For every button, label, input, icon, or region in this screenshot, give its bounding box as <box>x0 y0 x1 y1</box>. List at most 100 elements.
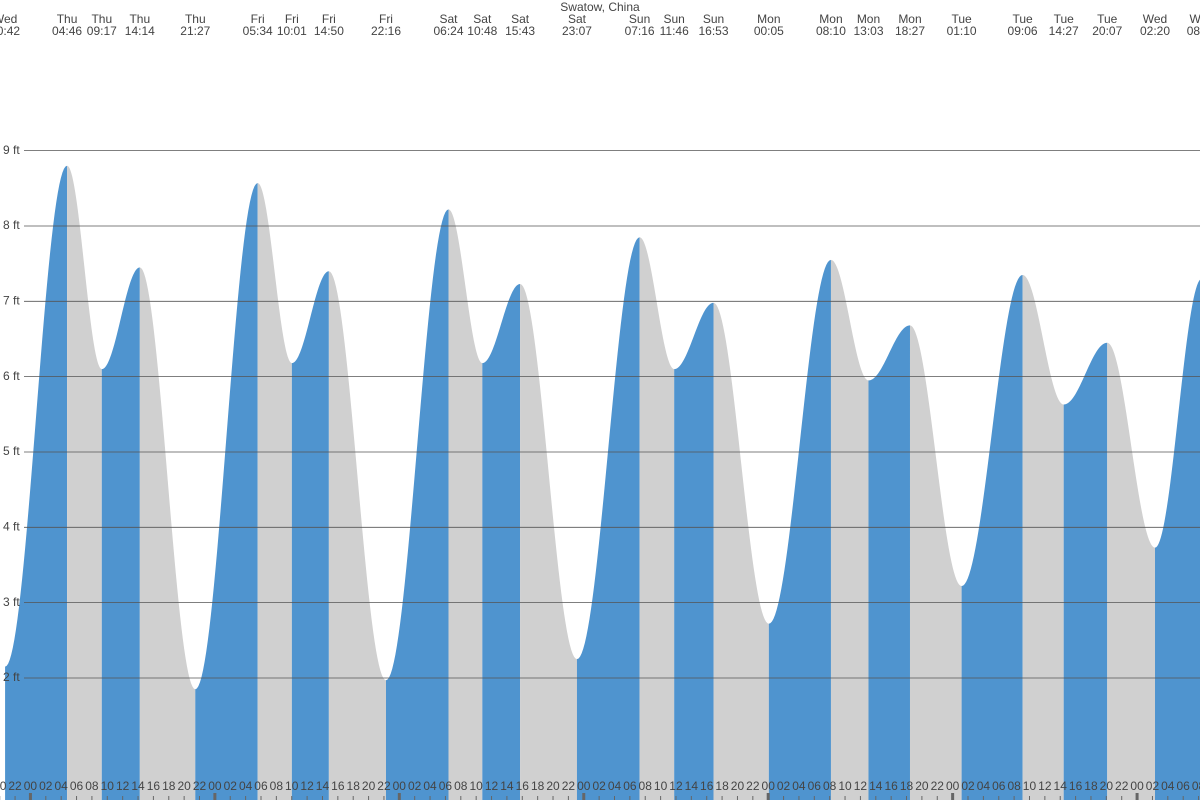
extreme-time: 11:46 <box>660 24 689 38</box>
extreme-time: 01:10 <box>947 24 977 38</box>
rising-tide <box>291 271 329 800</box>
extreme-day: Fri <box>379 12 393 26</box>
hour-label: 02 <box>224 779 238 793</box>
hour-label: 02 <box>777 779 791 793</box>
rising-tide <box>195 183 258 800</box>
extreme-time: 05:34 <box>243 24 273 38</box>
y-tick-label: 6 ft <box>3 369 20 383</box>
hour-label: 20 <box>1100 779 1114 793</box>
hour-label: 04 <box>423 779 437 793</box>
falling-tide <box>67 165 102 800</box>
extreme-time: 10:48 <box>467 24 497 38</box>
rising-tide <box>961 274 1023 800</box>
hour-label: 14 <box>869 779 883 793</box>
hour-label: 06 <box>70 779 84 793</box>
rising-tide <box>576 237 640 800</box>
hour-label: 16 <box>700 779 714 793</box>
hour-label: 20 <box>362 779 376 793</box>
hour-label: 18 <box>1084 779 1098 793</box>
hour-label: 22 <box>8 779 22 793</box>
falling-tide <box>713 302 769 800</box>
falling-tide <box>520 283 577 800</box>
extreme-day: Sat <box>568 12 587 26</box>
extreme-time: 00:05 <box>754 24 784 38</box>
hour-label: 00 <box>577 779 591 793</box>
extreme-time: 16:53 <box>698 24 728 38</box>
falling-tide <box>448 209 483 800</box>
hour-label: 14 <box>316 779 330 793</box>
hour-label: 22 <box>377 779 391 793</box>
hour-label: 00 <box>208 779 222 793</box>
y-tick-label: 2 ft <box>3 670 20 684</box>
extreme-day: Mon <box>819 12 842 26</box>
hour-label: 02 <box>592 779 606 793</box>
extreme-time: 13:03 <box>853 24 883 38</box>
extreme-time: 20:42 <box>0 24 20 38</box>
falling-tide <box>639 237 675 800</box>
extreme-day: Sun <box>664 12 685 26</box>
hour-label: 18 <box>715 779 729 793</box>
hour-label: 16 <box>331 779 345 793</box>
hour-label: 04 <box>239 779 253 793</box>
extreme-day: Sat <box>511 12 530 26</box>
hour-label: 08 <box>454 779 468 793</box>
falling-tide <box>909 325 962 800</box>
hour-label: 08 <box>85 779 99 793</box>
extreme-day: Wed <box>1143 12 1167 26</box>
hour-label: 04 <box>792 779 806 793</box>
y-tick-label: 3 ft <box>3 595 20 609</box>
hour-label: 10 <box>285 779 299 793</box>
extreme-time: 02:20 <box>1140 24 1170 38</box>
extreme-day: Tue <box>1097 12 1118 26</box>
extreme-day: Fri <box>322 12 336 26</box>
hour-label: 04 <box>608 779 622 793</box>
hour-label: 06 <box>254 779 268 793</box>
hour-label: 08 <box>823 779 837 793</box>
chart-title: Swatow, China <box>560 0 640 14</box>
hour-label: 02 <box>39 779 53 793</box>
extreme-day: Wed <box>1190 12 1200 26</box>
hour-label: 04 <box>1161 779 1175 793</box>
y-tick-label: 9 ft <box>3 143 20 157</box>
hour-label: 04 <box>977 779 991 793</box>
hour-label: 22 <box>193 779 207 793</box>
hour-label: 12 <box>1038 779 1052 793</box>
hour-label: 18 <box>900 779 914 793</box>
hour-label: 06 <box>808 779 822 793</box>
hour-label: 08 <box>639 779 653 793</box>
hour-label: 06 <box>1177 779 1191 793</box>
hour-label: 04 <box>55 779 69 793</box>
extreme-time: 07:16 <box>625 24 655 38</box>
hour-label: 10 <box>469 779 483 793</box>
hour-label: 00 <box>1130 779 1144 793</box>
extreme-day: Thu <box>91 12 112 26</box>
hour-label: 20 <box>731 779 745 793</box>
hour-label: 20 <box>0 779 7 793</box>
hour-label: 18 <box>531 779 545 793</box>
extreme-day: Mon <box>757 12 780 26</box>
extreme-time: 21:27 <box>180 24 210 38</box>
extreme-time: 18:27 <box>895 24 925 38</box>
extreme-day: Sun <box>703 12 724 26</box>
extreme-day: Tue <box>951 12 972 26</box>
extreme-time: 08:25 <box>1187 24 1200 38</box>
hour-label: 10 <box>101 779 115 793</box>
rising-tide <box>101 267 140 800</box>
hour-label: 16 <box>516 779 530 793</box>
extreme-time: 23:07 <box>562 24 592 38</box>
hour-label: 02 <box>408 779 422 793</box>
hour-label: 02 <box>961 779 975 793</box>
extreme-time: 10:01 <box>277 24 307 38</box>
hour-label: 14 <box>685 779 699 793</box>
y-tick-label: 4 ft <box>3 519 20 533</box>
hour-label: 22 <box>931 779 945 793</box>
rising-tide <box>386 209 449 800</box>
rising-tide <box>482 283 521 800</box>
rising-tide <box>1063 342 1108 800</box>
falling-tide <box>1107 342 1156 800</box>
extreme-time: 14:27 <box>1049 24 1079 38</box>
hour-label: 12 <box>669 779 683 793</box>
falling-tide <box>328 271 386 800</box>
hour-label: 12 <box>854 779 868 793</box>
